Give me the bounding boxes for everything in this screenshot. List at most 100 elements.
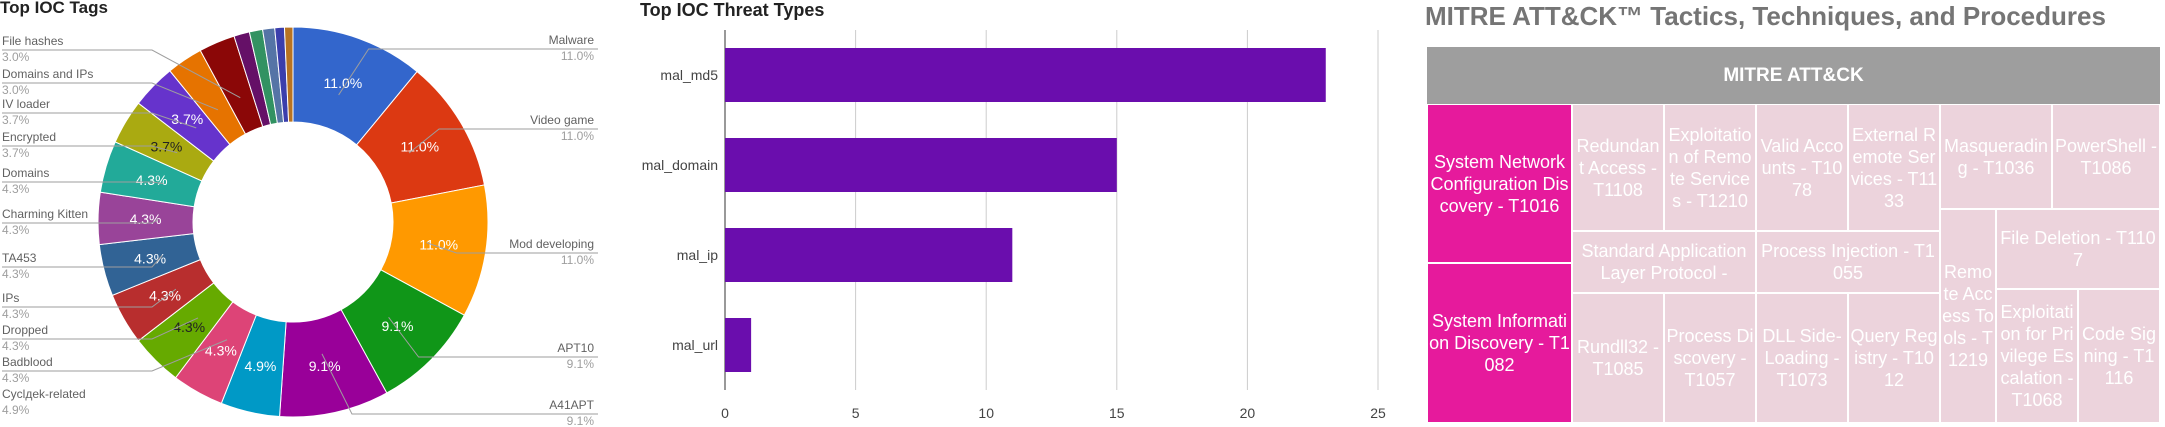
- treemap-cell-powershell-t1086[interactable]: PowerShell - T1086: [2052, 104, 2160, 209]
- treemap-cell-exploitation-of-remote-services-t1210[interactable]: Exploitation of Remote Services - T1210: [1664, 104, 1756, 231]
- leader-line: [2, 112, 197, 129]
- ioc-tags-chart: Top IOC Tags 11.0% 11.0% 11.0% 9.1% 9.1% 4.9%…: [0, 0, 600, 427]
- legend-pct: 4.3%: [2, 371, 30, 385]
- bar-mal-url[interactable]: [725, 318, 752, 372]
- leader-line: [2, 339, 228, 372]
- legend-pct: 4.3%: [2, 182, 30, 196]
- treemap-cell-redundant-access-t1108[interactable]: Redundant Access - T1108: [1572, 104, 1664, 231]
- slice-data-label: 3.7%: [171, 111, 203, 127]
- leader-line: [2, 317, 199, 340]
- legend-pct: 11.0%: [561, 253, 594, 267]
- slice-data-label: 11.0%: [400, 139, 439, 155]
- legend-pct: 9.1%: [567, 357, 595, 371]
- leader-line: [2, 82, 219, 111]
- legend-pct: 3.0%: [2, 50, 30, 64]
- x-tick-label: 20: [1240, 405, 1256, 421]
- legend-pct: 4.3%: [2, 223, 30, 237]
- mitre-attack-treemap: MITRE ATT&CK™ Tactics, Techniques, and P…: [1425, 0, 2165, 427]
- legend-label-ips: IPs: [2, 291, 19, 305]
- x-tick-label: 10: [978, 405, 994, 421]
- leader-line: [2, 288, 177, 308]
- legend-label-badblood: Badblood: [2, 355, 53, 369]
- x-tick-label: 0: [721, 405, 729, 421]
- treemap-cell-rundll32-t1085[interactable]: Rundll32 - T1085: [1572, 293, 1664, 423]
- legend-label-ta453: TA453: [2, 251, 37, 265]
- legend-label-domains: Domains: [2, 166, 49, 180]
- legend-label-video-game: Video game: [530, 113, 594, 127]
- slice-data-label: 9.1%: [309, 358, 341, 374]
- treemap-cell-system-information-discovery-t1082[interactable]: System Information Discovery - T1082: [1427, 263, 1572, 423]
- legend-label-cycl-ek-related: Cyclдek-related: [2, 387, 86, 401]
- bar-mal-md5[interactable]: [725, 48, 1326, 102]
- treemap-root-header: MITRE ATT&CK: [1427, 47, 2160, 104]
- treemap-cell-masquerading-t1036[interactable]: Masquerading - T1036: [1940, 104, 2052, 209]
- treemap-cell-remote-access-tools-t1219[interactable]: Remote Access Tools - T1219: [1940, 209, 1996, 423]
- leader-line: [2, 181, 164, 185]
- legend-pct: 4.3%: [2, 307, 30, 321]
- leader-line: [2, 49, 241, 99]
- category-label: mal_domain: [642, 157, 718, 173]
- treemap-cell-code-signing-t1116[interactable]: Code Signing - T1116: [2078, 289, 2160, 423]
- leader-line: [2, 219, 159, 224]
- legend-pct: 9.1%: [567, 414, 595, 427]
- legend-label-charming-kitten: Charming Kitten: [2, 207, 88, 221]
- leader-line: [321, 353, 598, 415]
- pie-slice-other-20[interactable]: [283, 26, 294, 123]
- x-tick-label: 25: [1370, 405, 1386, 421]
- treemap-cell-process-injection-t1055[interactable]: Process Injection - T1055: [1756, 231, 1940, 293]
- treemap-cell-process-discovery-t1057[interactable]: Process Discovery - T1057: [1664, 293, 1756, 423]
- legend-label-mod-developing: Mod developing: [509, 237, 594, 251]
- x-tick-label: 15: [1109, 405, 1125, 421]
- x-tick-label: 5: [852, 405, 860, 421]
- slice-data-label: 4.3%: [134, 251, 166, 267]
- legend-label-a41apt: A41APT: [549, 398, 594, 412]
- legend-label-file-hashes: File hashes: [2, 34, 63, 48]
- chart-title: Top IOC Threat Types: [640, 0, 825, 20]
- category-label: mal_url: [672, 337, 718, 353]
- legend-pct: 11.0%: [561, 129, 594, 143]
- leader-line: [2, 145, 178, 154]
- leader-line: [426, 242, 598, 254]
- treemap-cell-valid-accounts-t1078[interactable]: Valid Accounts - T1078: [1756, 104, 1848, 231]
- leader-line: [338, 48, 598, 96]
- treemap-cell-system-network-configuration-discovery-t1016[interactable]: System Network Configuration Discovery -…: [1427, 104, 1572, 263]
- slice-data-label: 3.7%: [150, 138, 182, 154]
- slice-data-label: 9.1%: [382, 318, 414, 334]
- legend-label-iv-loader: IV loader: [2, 97, 50, 111]
- leader-line: [2, 255, 163, 268]
- legend-pct: 3.7%: [2, 146, 30, 160]
- treemap-cell-query-registry-t1012[interactable]: Query Registry - T1012: [1848, 293, 1940, 423]
- treemap-cell-dll-side-loading-t1073[interactable]: DLL Side-Loading - T1073: [1756, 293, 1848, 423]
- slice-data-label: 11.0%: [419, 237, 458, 253]
- legend-label-dropped: Dropped: [2, 323, 48, 337]
- bar-mal-ip[interactable]: [725, 228, 1013, 282]
- slice-data-label: 4.3%: [149, 287, 181, 303]
- legend-label-apt10: APT10: [557, 341, 594, 355]
- treemap-cell-standard-application-layer-protocol[interactable]: Standard Application Layer Protocol -: [1572, 231, 1756, 293]
- category-label: mal_md5: [660, 67, 718, 83]
- category-label: mal_ip: [677, 247, 718, 263]
- legend-label-malware: Malware: [549, 33, 595, 47]
- donut-chart-svg: 11.0%11.0%11.0%9.1%9.1%4.9%4.3%4.3%4.3%4…: [2, 26, 598, 427]
- legend-pct: 4.3%: [2, 339, 30, 353]
- slice-data-label: 4.3%: [173, 319, 205, 335]
- treemap-cell-external-remote-services-t1133[interactable]: External Remote Services - T1133: [1848, 104, 1940, 231]
- bar-mal-domain[interactable]: [725, 138, 1117, 192]
- treemap-cell-exploitation-for-privilege-escalation-t1068[interactable]: Exploitation for Privilege Escalation - …: [1996, 289, 2078, 423]
- leader-line: [408, 128, 598, 154]
- slice-data-label: 4.9%: [244, 358, 276, 374]
- legend-pct: 3.7%: [2, 113, 30, 127]
- slice-data-label: 11.0%: [324, 75, 363, 91]
- slice-data-label: 4.3%: [130, 211, 162, 227]
- treemap-cell-file-deletion-t1107[interactable]: File Deletion - T1107: [1996, 209, 2160, 289]
- slice-data-label: 4.3%: [136, 172, 168, 188]
- slice-data-label: 4.3%: [205, 343, 237, 359]
- legend-pct: 11.0%: [561, 49, 594, 63]
- chart-title: Top IOC Tags: [0, 0, 108, 17]
- legend-label-encrypted: Encrypted: [2, 130, 56, 144]
- legend-pct: 4.9%: [2, 403, 30, 417]
- legend-label-domains-and-ips: Domains and IPs: [2, 67, 93, 81]
- leader-line: [388, 317, 598, 358]
- legend-pct: 3.0%: [2, 83, 30, 97]
